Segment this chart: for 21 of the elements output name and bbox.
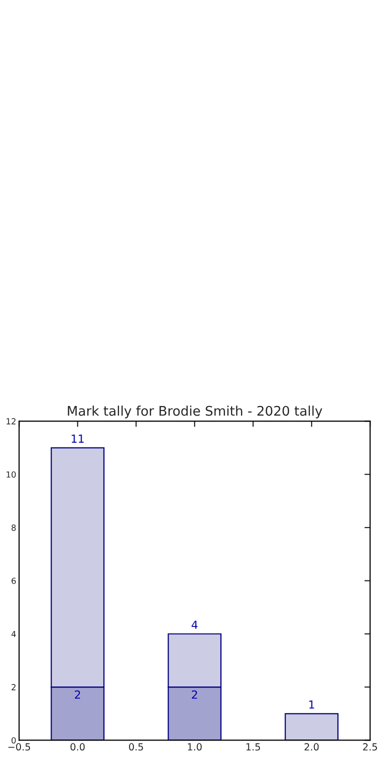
x-tick-label: −0.5 xyxy=(8,743,30,751)
total-label: 11 xyxy=(72,434,84,443)
y-tick-label: 4 xyxy=(11,630,16,638)
y-tick-label: 6 xyxy=(12,578,16,584)
x-tick-label: 2.5 xyxy=(363,743,377,751)
x-tick-label: 1.5 xyxy=(246,743,260,751)
x-tick-label: 0.5 xyxy=(129,743,143,751)
data-label: 2 xyxy=(192,690,198,699)
y-tick-label: 12 xyxy=(6,418,16,424)
x-tick-label: 0.0 xyxy=(70,743,85,751)
y-tick-label: 10 xyxy=(6,471,16,478)
total-label: 4 xyxy=(192,620,198,629)
x-tick-label: 2.0 xyxy=(304,743,319,751)
data-label: 2 xyxy=(74,690,80,699)
y-tick-label: 8 xyxy=(12,524,16,531)
chart-title: Mark tally for Brodie Smith - 2020 tally xyxy=(68,406,322,418)
total-label: 1 xyxy=(309,700,314,709)
y-tick-label: 2 xyxy=(12,684,16,690)
y-tick-label: 0 xyxy=(12,737,16,744)
x-tick-label: 1.0 xyxy=(188,743,202,751)
bar xyxy=(284,713,338,740)
